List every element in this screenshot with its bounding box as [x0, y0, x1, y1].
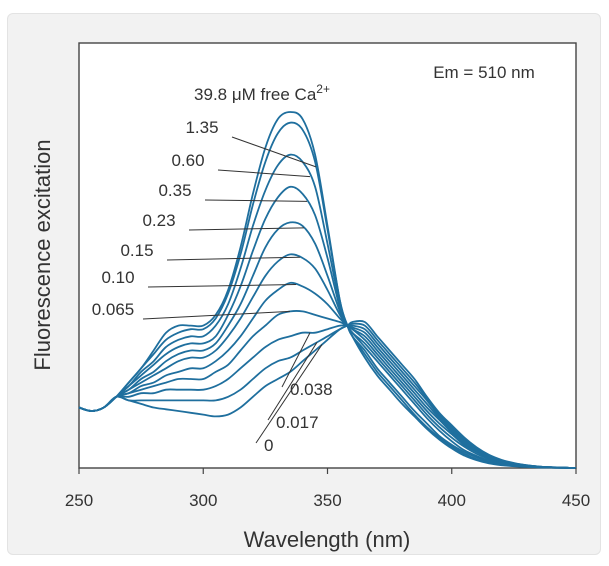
- series-value-label: 0.23: [142, 211, 175, 230]
- series-value-label: 0.60: [171, 151, 204, 170]
- series-value-label: 0.10: [101, 268, 134, 287]
- series-line-0_35: [78, 185, 577, 469]
- series-value-label: 0.017: [276, 413, 319, 432]
- x-tick-label: 350: [313, 491, 341, 510]
- x-axis-title: Wavelength (nm): [244, 527, 411, 552]
- callout-leader: [166, 256, 301, 261]
- x-tick-label: 250: [65, 491, 93, 510]
- series-value-label: 0.15: [120, 241, 153, 260]
- em-annotation: Em = 510 nm: [433, 63, 535, 82]
- series-value-label: 1.35: [185, 118, 218, 137]
- callout-leader: [281, 332, 311, 388]
- series-value-label: 0.35: [158, 181, 191, 200]
- callout-leader: [231, 136, 317, 168]
- curves-group: [78, 111, 577, 469]
- series-line-0_23: [78, 221, 577, 469]
- callout-leader: [255, 344, 323, 444]
- x-tick-label: 450: [562, 491, 590, 510]
- callout-leader: [188, 227, 305, 231]
- series-header-text: 39.8 μM free Ca: [194, 85, 317, 104]
- series-line-0: [78, 319, 577, 469]
- series-header-label: 39.8 μM free Ca2+: [194, 82, 330, 104]
- callout-leader: [204, 199, 308, 202]
- callout-leader: [217, 169, 311, 178]
- x-tick-label: 400: [438, 491, 466, 510]
- series-line-1_35: [78, 121, 577, 469]
- series-value-label: 0: [264, 436, 273, 455]
- callout-leader: [142, 310, 291, 320]
- series-value-label: 0.038: [290, 380, 333, 399]
- series-line-0_60: [78, 153, 577, 469]
- y-axis-title: Fluorescence excitation: [30, 139, 55, 370]
- x-tick-label: 300: [189, 491, 217, 510]
- series-header-superscript: 2+: [316, 82, 330, 96]
- callout-leader: [267, 342, 318, 421]
- series-value-label: 0.065: [92, 300, 135, 319]
- callout-leader: [147, 284, 297, 288]
- x-axis-ticks: 250 300 350 400 450: [65, 468, 590, 510]
